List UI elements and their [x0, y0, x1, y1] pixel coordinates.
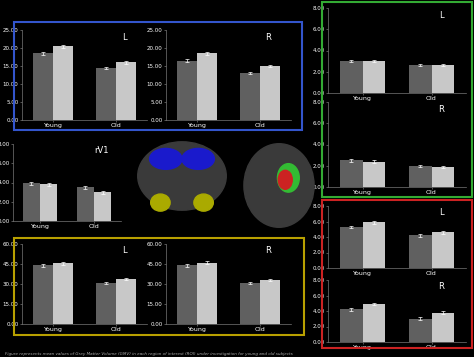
Bar	[53, 263, 73, 324]
Text: R: R	[438, 105, 444, 114]
Bar	[431, 232, 454, 268]
Bar	[363, 304, 384, 342]
Ellipse shape	[244, 144, 314, 227]
Bar	[340, 227, 363, 268]
Ellipse shape	[151, 194, 170, 211]
Bar	[116, 62, 136, 120]
Text: R: R	[265, 246, 272, 255]
Bar	[410, 166, 431, 187]
Ellipse shape	[150, 149, 182, 169]
Bar	[431, 312, 454, 342]
Bar	[410, 236, 431, 268]
Bar	[340, 310, 363, 342]
Bar	[33, 265, 53, 324]
Bar	[363, 161, 384, 187]
Text: L: L	[439, 11, 444, 20]
Bar	[33, 54, 53, 120]
Bar	[23, 183, 40, 221]
Bar	[363, 222, 384, 268]
Bar	[96, 68, 116, 120]
Bar	[431, 65, 454, 93]
Text: R: R	[265, 33, 272, 42]
Bar	[410, 65, 431, 93]
Ellipse shape	[182, 149, 214, 169]
Ellipse shape	[194, 194, 213, 211]
Bar	[363, 61, 384, 93]
Bar	[340, 61, 363, 93]
Bar	[177, 265, 197, 324]
Bar	[260, 280, 280, 324]
Bar	[197, 54, 217, 120]
Bar	[410, 319, 431, 342]
Text: R: R	[438, 282, 444, 291]
Bar	[177, 61, 197, 120]
Text: L: L	[439, 208, 444, 217]
Bar	[77, 187, 94, 221]
Ellipse shape	[277, 164, 299, 192]
Bar	[53, 46, 73, 120]
Bar	[116, 279, 136, 324]
Ellipse shape	[278, 170, 292, 189]
Bar	[260, 66, 280, 120]
Bar	[431, 167, 454, 187]
Bar	[40, 185, 57, 221]
Bar	[96, 283, 116, 324]
Bar	[240, 283, 260, 324]
Bar	[240, 73, 260, 120]
Ellipse shape	[138, 142, 226, 210]
Text: rV1: rV1	[94, 146, 109, 155]
Text: Figure represents mean values of Grey Matter Volume (GMV) in each region of inte: Figure represents mean values of Grey Ma…	[5, 352, 292, 356]
Text: L: L	[122, 246, 127, 255]
Bar	[340, 160, 363, 187]
Bar	[94, 192, 111, 221]
Text: L: L	[122, 33, 127, 42]
Bar	[197, 263, 217, 324]
